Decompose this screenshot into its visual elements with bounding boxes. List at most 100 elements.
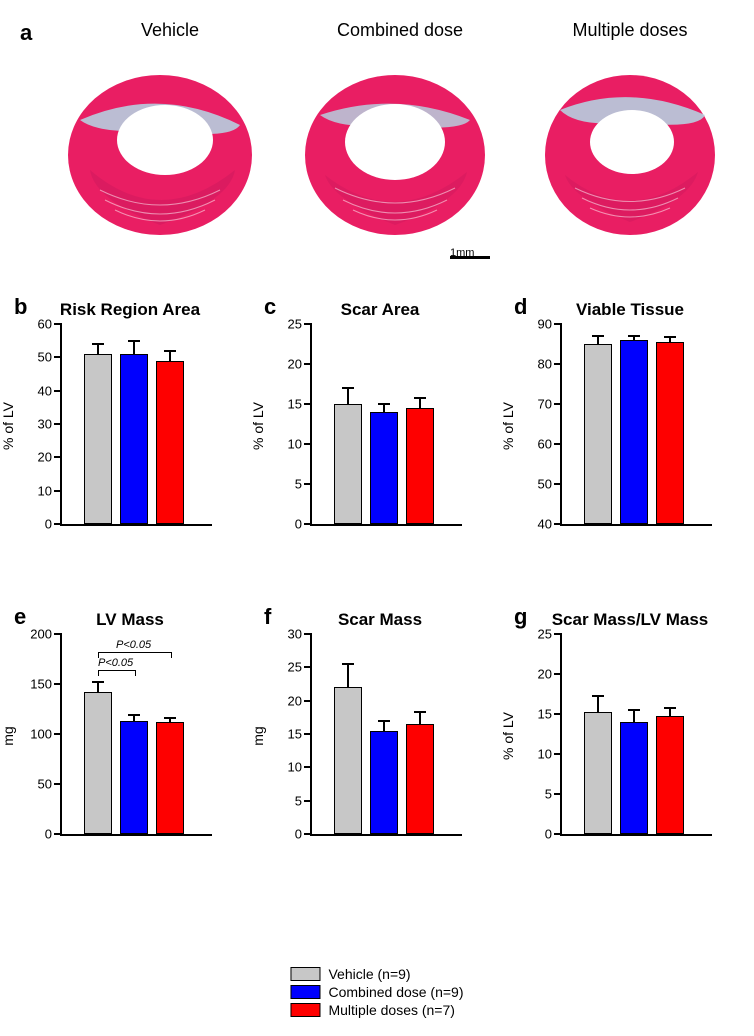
- ytick-label: 60: [538, 437, 562, 452]
- error-bar: [383, 404, 385, 412]
- chart-ylabel: mg: [250, 726, 266, 745]
- histology-vehicle: [60, 60, 260, 240]
- ytick-label: 30: [38, 417, 62, 432]
- ytick-label: 200: [30, 627, 62, 642]
- bar: [156, 722, 184, 834]
- ytick-label: 40: [38, 383, 62, 398]
- error-bar: [597, 696, 599, 712]
- legend-item: Multiple doses (n=7): [290, 1002, 463, 1018]
- legend-label: Vehicle (n=9): [328, 966, 410, 982]
- panel-f-letter: f: [264, 604, 271, 630]
- chart-ylabel: % of LV: [500, 402, 516, 450]
- legend-item: Combined dose (n=9): [290, 984, 463, 1000]
- ytick-label: 30: [288, 627, 312, 642]
- legend: Vehicle (n=9) Combined dose (n=9) Multiple…: [290, 964, 463, 1020]
- panel-a: a Vehicle Combined dose Multiple doses: [20, 20, 734, 290]
- panel-e-letter: e: [14, 604, 26, 630]
- error-bar: [133, 341, 135, 354]
- error-bar: [669, 708, 671, 716]
- ytick-label: 150: [30, 677, 62, 692]
- panel-d-letter: d: [514, 294, 527, 320]
- chart-ylabel: % of LV: [0, 402, 16, 450]
- ytick-label: 15: [288, 397, 312, 412]
- error-cap: [342, 663, 354, 665]
- chart-d: dViable Tissue% of LV405060708090: [520, 300, 740, 526]
- chart-body: % of LV0102030405060: [20, 324, 240, 526]
- chart-title: Risk Region Area: [40, 300, 220, 320]
- ytick-label: 80: [538, 357, 562, 372]
- legend-label: Combined dose (n=9): [328, 984, 463, 1000]
- panel-a-title-combined: Combined dose: [300, 20, 500, 41]
- chart-body: % of LV405060708090: [520, 324, 740, 526]
- error-cap: [664, 707, 676, 709]
- bar-chart-area: 0510152025: [560, 634, 712, 836]
- figure-page: a Vehicle Combined dose Multiple doses: [0, 0, 754, 1036]
- chart-title: Viable Tissue: [540, 300, 720, 320]
- ytick-label: 25: [288, 317, 312, 332]
- ytick-label: 15: [288, 727, 312, 742]
- chart-c: cScar Area% of LV0510152025: [270, 300, 490, 526]
- legend-swatch: [290, 1003, 320, 1017]
- bar: [370, 412, 398, 524]
- chart-body: mg051015202530: [270, 634, 490, 836]
- chart-title: Scar Mass: [290, 610, 470, 630]
- legend-item: Vehicle (n=9): [290, 966, 463, 982]
- bar: [334, 404, 362, 524]
- bar: [584, 712, 612, 834]
- ytick-label: 100: [30, 727, 62, 742]
- error-cap: [592, 335, 604, 337]
- error-bar: [633, 710, 635, 722]
- chart-e: eLV Massmg050100150200P<0.05P<0.05: [20, 610, 240, 836]
- legend-swatch: [290, 967, 320, 981]
- ytick-label: 0: [45, 517, 62, 532]
- error-cap: [628, 335, 640, 337]
- ytick-label: 25: [288, 660, 312, 675]
- bar-chart-area: 0102030405060: [60, 324, 212, 526]
- ytick-label: 15: [538, 707, 562, 722]
- chart-ylabel: % of LV: [500, 712, 516, 760]
- ytick-label: 50: [38, 777, 62, 792]
- bar-chart-area: 0510152025: [310, 324, 462, 526]
- chart-title: Scar Mass/LV Mass: [540, 610, 720, 630]
- ytick-label: 5: [545, 787, 562, 802]
- panel-a-letter: a: [20, 20, 32, 46]
- chart-body: mg050100150200P<0.05P<0.05: [20, 634, 240, 836]
- ytick-label: 10: [288, 437, 312, 452]
- histology-multiple: [530, 60, 730, 240]
- error-cap: [414, 711, 426, 713]
- significance-bracket: [98, 652, 172, 658]
- ytick-label: 5: [295, 793, 312, 808]
- bar: [620, 722, 648, 834]
- error-cap: [378, 403, 390, 405]
- chart-f: fScar Massmg051015202530: [270, 610, 490, 836]
- bar: [584, 344, 612, 524]
- ytick-label: 10: [38, 483, 62, 498]
- error-cap: [92, 681, 104, 683]
- ytick-label: 10: [538, 747, 562, 762]
- ytick-label: 20: [288, 693, 312, 708]
- ytick-label: 40: [538, 517, 562, 532]
- error-bar: [97, 344, 99, 354]
- panel-c-letter: c: [264, 294, 276, 320]
- chart-body: % of LV0510152025: [520, 634, 740, 836]
- significance-label: P<0.05: [116, 639, 151, 651]
- error-cap: [664, 336, 676, 338]
- significance-label: P<0.05: [98, 657, 133, 669]
- error-bar: [419, 712, 421, 724]
- error-bar: [419, 398, 421, 408]
- error-cap: [164, 350, 176, 352]
- chart-b: bRisk Region Area% of LV0102030405060: [20, 300, 240, 526]
- bar: [120, 721, 148, 834]
- ytick-label: 0: [45, 827, 62, 842]
- error-bar: [347, 388, 349, 404]
- legend-label: Multiple doses (n=7): [328, 1002, 454, 1018]
- ytick-label: 0: [295, 827, 312, 842]
- bar: [334, 687, 362, 834]
- panel-a-title-vehicle: Vehicle: [70, 20, 270, 41]
- bar: [156, 361, 184, 524]
- bar: [656, 716, 684, 834]
- bar-chart-area: 405060708090: [560, 324, 712, 526]
- error-cap: [378, 720, 390, 722]
- error-cap: [414, 397, 426, 399]
- ytick-label: 70: [538, 397, 562, 412]
